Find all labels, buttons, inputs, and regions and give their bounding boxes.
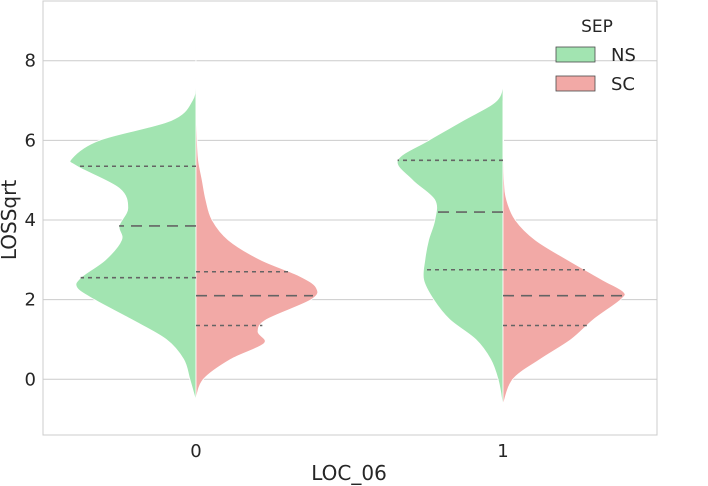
plot-frame xyxy=(42,0,658,436)
x-tick-label-1: 1 xyxy=(497,441,508,462)
violin-sc-0 xyxy=(195,92,319,400)
legend-title: SEP xyxy=(581,17,613,37)
legend-swatch-sc xyxy=(555,75,596,92)
violins xyxy=(69,20,626,416)
y-tick-label-6: 6 xyxy=(25,130,36,151)
violin-ns-1 xyxy=(396,66,504,416)
legend-label-ns: NS xyxy=(611,45,636,66)
violin-sc-1 xyxy=(502,100,626,406)
legend-swatch-ns xyxy=(555,46,596,63)
y-axis-label: LOSSqrt xyxy=(0,180,21,260)
y-tick-label-4: 4 xyxy=(25,210,36,231)
y-tick-label-0: 0 xyxy=(25,369,36,390)
violin-ns-0 xyxy=(69,20,197,402)
legend: SEP NS SC xyxy=(555,17,636,95)
quartile-lines xyxy=(76,159,623,327)
y-tick-labels: 0 2 4 6 8 xyxy=(25,51,36,391)
y-tick-label-8: 8 xyxy=(25,51,36,72)
legend-label-sc: SC xyxy=(611,74,635,95)
x-tick-label-0: 0 xyxy=(190,441,201,462)
x-axis-label: LOC_06 xyxy=(311,461,387,485)
y-tick-label-2: 2 xyxy=(25,290,36,311)
